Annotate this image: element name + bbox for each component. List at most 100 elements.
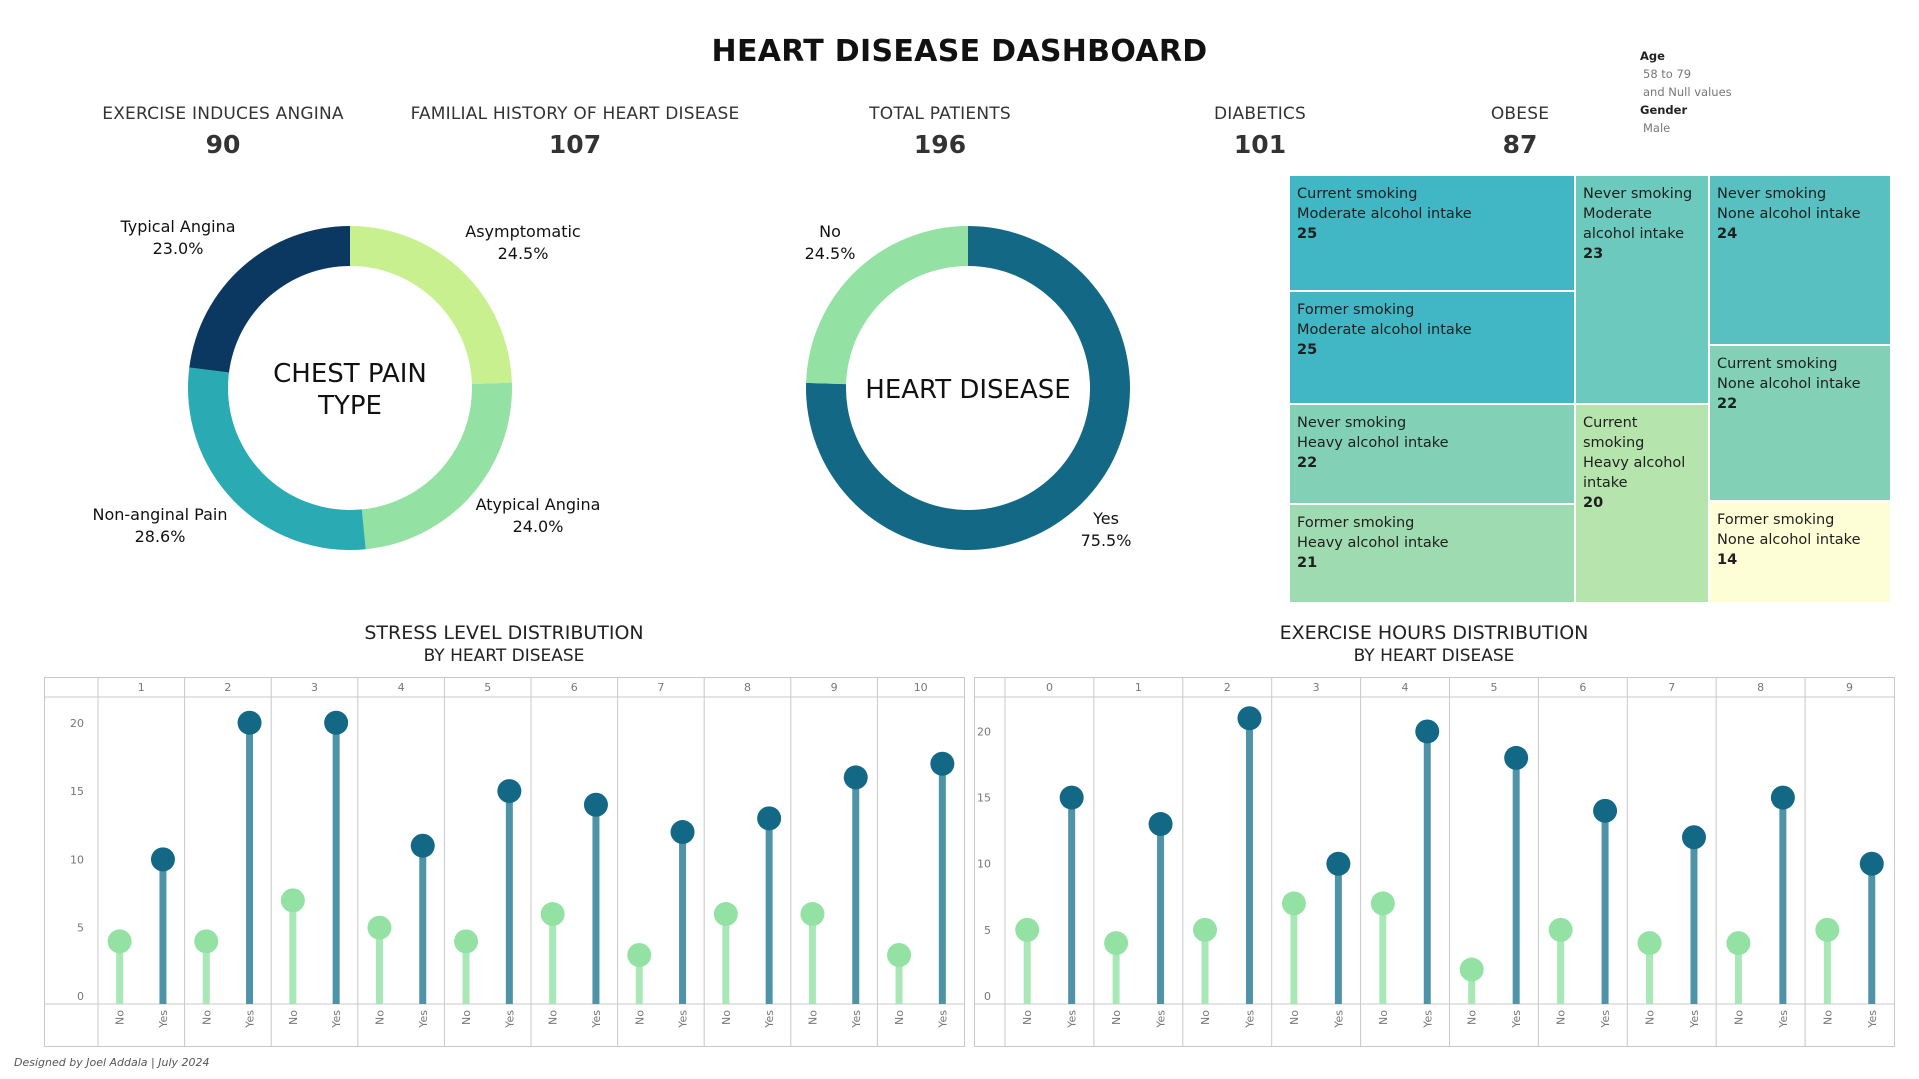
lollipop-dot-yes[interactable] — [843, 765, 868, 790]
treemap-cell-value: 25 — [1297, 226, 1318, 242]
sub-category-label: No — [547, 1010, 560, 1025]
lollipop-dot-no[interactable] — [1815, 917, 1840, 942]
lollipop-dot-yes[interactable] — [1059, 785, 1084, 810]
sub-category-label: Yes — [1866, 1010, 1879, 1029]
filter-gender-label: Gender — [1640, 103, 1688, 117]
lollipop-dot-yes[interactable] — [324, 710, 349, 735]
lollipop-dot-no[interactable] — [454, 929, 479, 954]
lollipop-dot-no[interactable] — [1193, 917, 1218, 942]
kpi-label: FAMILIAL HISTORY OF HEART DISEASE — [410, 104, 740, 124]
sub-category-label: No — [1021, 1010, 1034, 1025]
treemap-cell[interactable]: Current smoking None alcohol intake 22 — [1710, 346, 1892, 502]
lollipop-dot-no[interactable] — [1548, 917, 1573, 942]
lollipop-dot-yes[interactable] — [930, 751, 955, 776]
stress-level-lollipop-chart[interactable]: 0 5 10 15 20 1 No Yes 2 No Yes 3 No Yes 4 No Yes 5 No Yes 6 N… — [44, 677, 965, 1047]
y-tick-label: 10 — [70, 853, 84, 866]
lollipop-dot-yes[interactable] — [1237, 706, 1262, 731]
lollipop-dot-yes[interactable] — [497, 779, 522, 804]
y-tick-label: 5 — [984, 924, 991, 937]
lollipop-dot-yes[interactable] — [1770, 785, 1795, 810]
sub-category-label: Yes — [763, 1010, 776, 1029]
lollipop-dot-no[interactable] — [107, 929, 132, 954]
donut-slice-pct: 23.0% — [153, 239, 204, 258]
sub-category-label: Yes — [1066, 1010, 1079, 1029]
filter-summary: Age 58 to 79 and Null values Gender Male — [1640, 47, 1732, 137]
donut-slice-typical-angina[interactable] — [189, 226, 350, 373]
treemap-cell[interactable]: Former smoking Moderate alcohol intake 25 — [1290, 292, 1576, 405]
lollipop-dot-yes[interactable] — [757, 806, 782, 831]
chart-frame — [44, 677, 965, 1047]
sub-category-label: Yes — [244, 1010, 257, 1029]
treemap-cell-label: Current smoking — [1297, 186, 1418, 202]
lollipop-dot-yes[interactable] — [1681, 825, 1706, 850]
treemap-cell[interactable]: Former smoking Heavy alcohol intake 21 — [1290, 505, 1576, 604]
chest-pain-donut[interactable]: Asymptomatic 24.5% Atypical Angina 24.0% Non… — [92, 217, 600, 550]
donut-slice-pct: 24.0% — [513, 517, 564, 536]
lollipop-dot-no[interactable] — [194, 929, 219, 954]
lollipop-dot-yes[interactable] — [237, 710, 262, 735]
lollipop-dot-no[interactable] — [540, 902, 565, 927]
sub-category-label: Yes — [1688, 1010, 1701, 1029]
lollipop-dot-no[interactable] — [1459, 957, 1484, 982]
treemap-cell-label: Current — [1583, 415, 1638, 431]
lollipop-dot-no[interactable] — [367, 915, 392, 940]
lollipop-dot-no[interactable] — [1104, 931, 1129, 956]
stress-chart-title: STRESS LEVEL DISTRIBUTION — [364, 622, 644, 644]
lollipop-dot-yes[interactable] — [1148, 812, 1173, 837]
sub-category-label: No — [1732, 1010, 1745, 1025]
sub-category-label: No — [200, 1010, 213, 1025]
donut-slice-atypical-angina[interactable] — [361, 382, 512, 550]
donut-slice-asymptomatic[interactable] — [350, 226, 512, 384]
sub-category-label: Yes — [936, 1010, 949, 1029]
donut-slice-non-anginal-pain[interactable] — [187, 367, 366, 550]
lollipop-dot-yes[interactable] — [410, 833, 435, 858]
lollipop-dot-yes[interactable] — [1504, 745, 1529, 770]
treemap-cell[interactable]: Current smoking Moderate alcohol intake 25 — [1290, 176, 1576, 292]
donut-slice-no[interactable] — [806, 226, 968, 385]
smoking-alcohol-treemap: Current smoking Moderate alcohol intake 25… — [1290, 176, 1892, 604]
lollipop-dot-yes[interactable] — [1415, 719, 1440, 744]
heart-disease-donut[interactable]: Yes 75.5% No 24.5% HEART DISEASE — [805, 222, 1132, 550]
category-header: 1 — [138, 681, 145, 694]
lollipop-dot-no[interactable] — [1370, 891, 1395, 916]
lollipop-dot-yes[interactable] — [583, 792, 608, 817]
treemap-cell[interactable]: Never smoking Heavy alcohol intake 22 — [1290, 405, 1576, 505]
kpi-label: DIABETICS — [1214, 104, 1306, 124]
treemap-cell[interactable]: Current smoking Heavy alcohol intake 20 — [1576, 405, 1710, 604]
lollipop-dot-no[interactable] — [1637, 931, 1662, 956]
treemap-cell-label: Never smoking — [1583, 186, 1693, 202]
lollipop-dot-no[interactable] — [1726, 931, 1751, 956]
exercise-hours-lollipop-chart[interactable]: 0 5 10 15 20 0 No Yes 1 No Yes 2 No Yes 3 No Yes 4 No Yes 5 N… — [974, 677, 1895, 1047]
lollipop-dot-yes[interactable] — [1326, 851, 1351, 876]
treemap-cell-label: Current smoking — [1717, 356, 1838, 372]
lollipop-dot-no[interactable] — [627, 943, 652, 968]
donut-slice-label: Atypical Angina — [476, 495, 601, 514]
filter-age-label: Age — [1640, 49, 1665, 63]
y-tick-label: 20 — [70, 717, 84, 730]
category-header: 10 — [914, 681, 928, 694]
category-header: 4 — [1402, 681, 1409, 694]
y-tick-label: 20 — [977, 725, 991, 738]
sub-category-label: Yes — [1599, 1010, 1612, 1029]
sub-category-label: Yes — [590, 1010, 603, 1029]
lollipop-dot-no[interactable] — [713, 902, 738, 927]
lollipop-dot-no[interactable] — [887, 943, 912, 968]
lollipop-dot-yes[interactable] — [1859, 851, 1884, 876]
lollipop-dot-no[interactable] — [800, 902, 825, 927]
category-header: 9 — [1846, 681, 1853, 694]
treemap-cell-label: None alcohol intake — [1717, 206, 1861, 222]
lollipop-dot-yes[interactable] — [150, 847, 175, 872]
sub-category-label: Yes — [850, 1010, 863, 1029]
lollipop-dot-no[interactable] — [1281, 891, 1306, 916]
sub-category-label: Yes — [330, 1010, 343, 1029]
lollipop-dot-no[interactable] — [1015, 917, 1040, 942]
lollipop-dot-yes[interactable] — [670, 820, 695, 845]
lollipop-dot-no[interactable] — [280, 888, 305, 913]
treemap-cell-value: 22 — [1297, 455, 1318, 471]
donut-slice-pct: 24.5% — [498, 244, 549, 263]
treemap-cell-value: 24 — [1717, 226, 1738, 242]
treemap-cell[interactable]: Never smoking None alcohol intake 24 — [1710, 176, 1892, 346]
treemap-cell[interactable]: Former smoking None alcohol intake 14 — [1710, 502, 1892, 604]
treemap-cell[interactable]: Never smoking Moderate alcohol intake 23 — [1576, 176, 1710, 405]
lollipop-dot-yes[interactable] — [1593, 798, 1618, 823]
